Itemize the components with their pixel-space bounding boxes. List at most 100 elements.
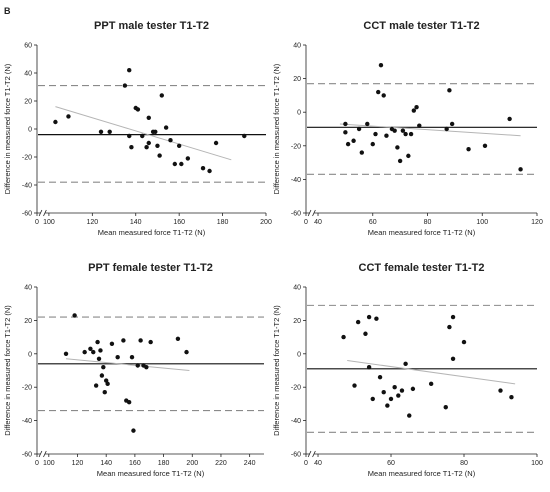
data-point [109,341,115,346]
chart-title: CCT female tester T1-T2 [359,262,485,274]
data-point [72,313,77,318]
axis-break-mark [312,450,316,458]
data-point [163,125,169,130]
x-tick-label: 40 [314,460,322,467]
y-tick-label: 0 [297,351,301,358]
y-tick-label: 0 [28,127,32,134]
data-point [213,140,219,146]
y-tick-label: 40 [24,71,32,78]
x-tick-label: 120 [72,460,84,467]
x-tick-label: 120 [531,219,543,226]
data-point [345,141,351,147]
data-point [105,381,110,387]
data-point [366,314,372,320]
y-axis-title: Difference in measured force T1-T2 (N) [3,63,12,194]
axis-break-mark [43,209,47,217]
chart-panel-3: PPT female tester T1-T2 Difference in mea… [3,262,264,478]
x-tick-label: 0 [304,460,308,467]
y-tick-label: 40 [24,285,32,292]
data-point [407,413,412,418]
data-point [115,354,120,360]
data-point [66,114,71,119]
chart-panel-2: CCT male tester T1-T2 Difference in measu… [272,20,543,237]
data-point [377,374,383,380]
data-point [449,121,455,127]
data-point [355,319,361,325]
data-point [138,338,143,343]
x-tick-label: 160 [173,219,185,226]
regression-line [65,358,190,371]
regression-line [339,123,521,137]
data-point [414,104,419,110]
y-tick-label: -40 [22,183,32,190]
x-axis-title: Mean measured force T1-T2 (N) [98,228,206,237]
data-point [509,395,514,400]
y-tick-label: -20 [22,385,32,392]
data-point [443,405,448,410]
y-axis-title: Difference in measured force T1-T2 (N) [272,63,281,194]
x-tick-label: 180 [158,460,170,467]
data-point [148,339,153,345]
data-point [392,385,397,390]
data-point [397,158,403,164]
data-point [135,107,141,112]
data-point [403,131,408,137]
data-point [370,141,375,147]
data-point [126,400,132,405]
axis-break-gap [309,210,314,216]
data-point [352,383,357,388]
data-point [444,126,449,132]
axis-break-mark [312,209,316,217]
data-point [121,338,126,343]
data-point [374,316,379,321]
chart-title: CCT male tester T1-T2 [363,20,479,32]
x-tick-label: 0 [304,219,308,226]
data-point [242,133,247,139]
x-axis-title: Mean measured force T1-T2 (N) [97,469,205,478]
y-tick-label: -60 [22,211,32,218]
x-axis-title: Mean measured force T1-T2 (N) [368,228,476,237]
data-point [410,386,416,392]
data-point [63,351,69,356]
y-tick-label: -60 [22,452,32,459]
x-tick-label: 140 [100,460,112,467]
data-point [82,349,87,355]
data-point [388,396,394,402]
axis-break-mark [307,450,312,458]
data-point [88,346,93,351]
data-point [155,143,160,148]
y-axis-title: Difference in measured force T1-T2 (N) [272,305,281,436]
data-point [53,119,58,125]
data-point [351,138,356,143]
data-point [98,348,103,353]
data-point [127,133,132,139]
data-point [365,121,370,127]
y-tick-label: -40 [22,418,32,425]
data-point [129,354,135,360]
axis-break-mark [38,209,43,217]
data-point [392,128,397,133]
data-point [381,390,386,395]
x-tick-label: 200 [260,219,272,226]
data-point [99,373,105,378]
x-tick-label: 0 [35,460,39,467]
data-point [107,129,112,134]
data-point [450,356,456,362]
data-point [207,168,212,174]
data-point [146,140,151,146]
data-point [461,339,467,345]
data-point [157,153,162,158]
data-point [384,133,389,138]
data-point [370,396,375,402]
data-point [498,388,503,393]
y-tick-label: 20 [24,318,32,325]
data-point [396,393,401,398]
x-axis-title: Mean measured force T1-T2 (N) [368,469,476,478]
data-point [343,121,348,127]
y-tick-label: -40 [291,418,301,425]
data-point [363,331,368,336]
chart-panel-1: PPT male tester T1-T2 Difference in measu… [3,20,272,237]
data-point [411,108,417,113]
data-point [140,133,145,139]
data-point [96,356,102,362]
